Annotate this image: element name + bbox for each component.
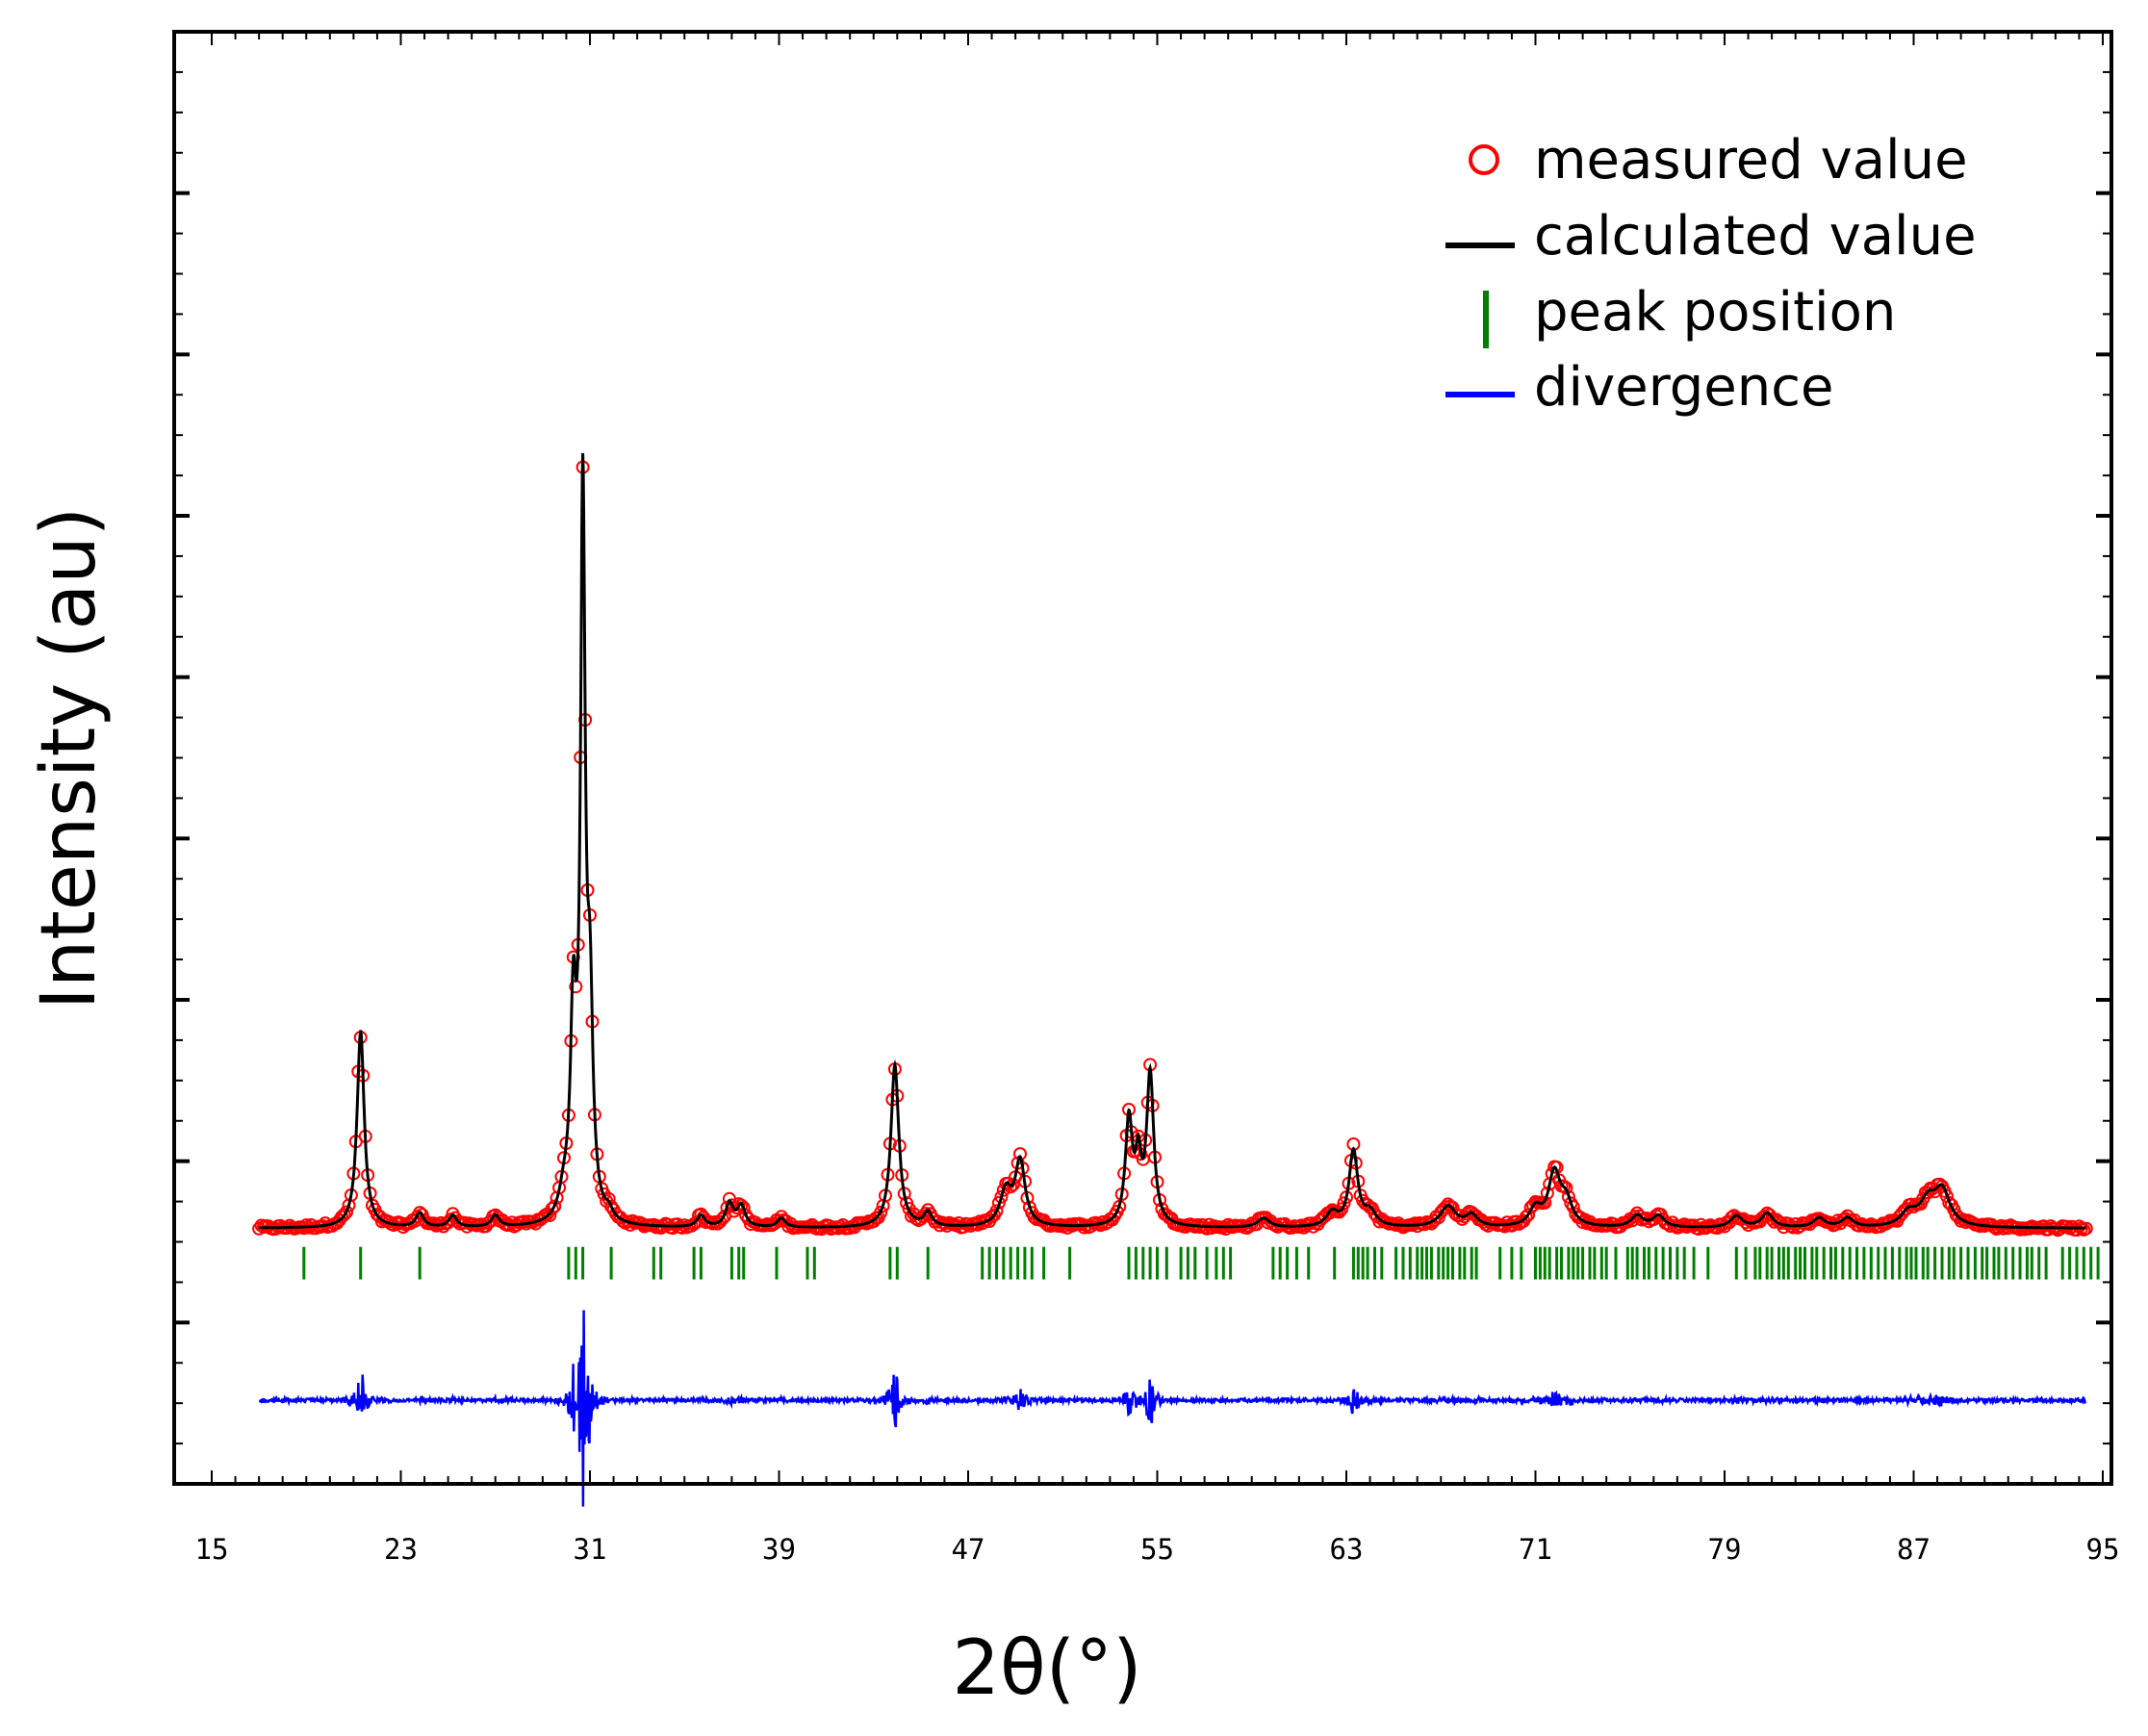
- measured-point: [340, 1205, 353, 1219]
- calculated-line: [259, 452, 2086, 1230]
- y-axis-label: Intensity (au): [26, 507, 113, 1009]
- x-tick-label: 31: [574, 1533, 607, 1566]
- x-tick-labels: 15 23 31 39 47 55 63 71 79 87 95: [195, 1533, 2120, 1566]
- measured-point: [1540, 1186, 1554, 1200]
- x-tick-label: 47: [952, 1533, 985, 1566]
- measured-point: [675, 1220, 689, 1235]
- legend-divergence-label: divergence: [1534, 356, 1833, 419]
- measured-point: [1006, 1178, 1020, 1192]
- x-tick-label: 95: [2086, 1533, 2120, 1566]
- x-tick-label: 63: [1330, 1533, 1364, 1566]
- legend: measured value calculated value peak pos…: [1445, 129, 1977, 419]
- measured-point: [1932, 1177, 1947, 1191]
- x-tick-label: 15: [195, 1533, 229, 1566]
- measured-point: [548, 1199, 562, 1213]
- measured-point: [1559, 1181, 1573, 1195]
- legend-calculated-label: calculated value: [1534, 205, 1977, 268]
- x-tick-label: 79: [1708, 1533, 1742, 1566]
- measured-point: [1337, 1196, 1351, 1211]
- x-tick-label: 55: [1140, 1533, 1174, 1566]
- calculated-series: [259, 452, 2086, 1230]
- peak-position-markers: [302, 1246, 2100, 1280]
- plot-frame: [172, 30, 2113, 1486]
- measured-point: [874, 1205, 888, 1219]
- x-tick-label: 23: [384, 1533, 418, 1566]
- x-axis-label: 2θ(°): [952, 1625, 1141, 1712]
- divergence-line: [258, 1310, 2087, 1507]
- measured-point: [601, 1191, 616, 1206]
- x-tick-label: 87: [1897, 1533, 1931, 1566]
- measured-point: [989, 1204, 1004, 1218]
- legend-measured-marker: [1469, 144, 1499, 175]
- legend-measured-label: measured value: [1534, 129, 1968, 191]
- divergence-series: [258, 1310, 2087, 1507]
- measured-point: [545, 1202, 559, 1215]
- x-tick-label: 39: [762, 1533, 796, 1566]
- measured-point: [715, 1212, 729, 1226]
- legend-peak-label: peak position: [1534, 281, 1896, 344]
- x-tick-label: 71: [1519, 1533, 1552, 1566]
